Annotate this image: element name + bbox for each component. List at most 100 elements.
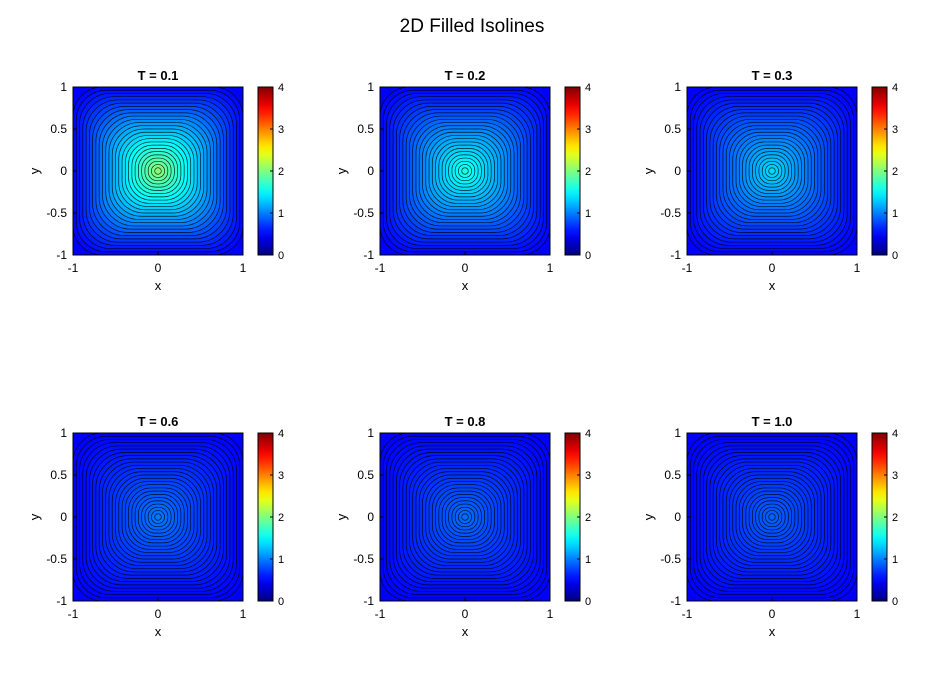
colorbar-tick-label: 0 — [892, 250, 898, 262]
heatmap-fill — [687, 433, 857, 601]
y-tick-label: -1 — [363, 594, 374, 608]
colorbar-tick-label: 4 — [585, 428, 591, 440]
y-tick-label: 1 — [367, 426, 374, 440]
x-tick-label: -1 — [682, 607, 693, 621]
y-axis-label: y — [27, 167, 42, 174]
subplot-title: T = 0.2 — [445, 68, 486, 83]
subplot-2: T = 0.2 -1 0 1 1 0.5 0 -0.5 -1 x y 4 3 2 1 0 — [334, 68, 591, 293]
subplot-title: T = 1.0 — [752, 414, 793, 429]
y-tick-label: 0 — [60, 164, 67, 178]
colorbar-tick-label: 2 — [892, 512, 898, 524]
colorbar-tick-label: 4 — [585, 82, 591, 94]
colorbar-tick-label: 2 — [892, 166, 898, 178]
contour-level — [461, 513, 469, 521]
y-tick-label: 0 — [60, 510, 67, 524]
y-tick-label: -1 — [670, 248, 681, 262]
x-tick-label: 1 — [854, 607, 861, 621]
colorbar-tick-label: 1 — [278, 554, 284, 566]
colorbar-tick-label: 0 — [585, 596, 591, 608]
y-tick-label: -1 — [363, 248, 374, 262]
y-tick-label: 0.5 — [357, 122, 374, 136]
x-axis-label: x — [462, 278, 469, 293]
subplot-3: T = 0.3 -1 0 1 1 0.5 0 -0.5 -1 x y 4 3 2 1 0 — [641, 68, 898, 293]
y-tick-label: 0.5 — [664, 122, 681, 136]
colorbar-tick-label: 3 — [585, 124, 591, 136]
y-tick-label: 1 — [674, 426, 681, 440]
x-axis-label: x — [769, 278, 776, 293]
colorbar-tick-label: 3 — [892, 124, 898, 136]
y-tick-label: -1 — [56, 248, 67, 262]
heatmap-fill — [73, 433, 243, 601]
y-tick-label: -0.5 — [46, 206, 67, 220]
y-tick-label: -0.5 — [353, 206, 374, 220]
x-tick-label: 1 — [547, 607, 554, 621]
colorbar-tick-label: 1 — [892, 554, 898, 566]
colorbar-tick-label: 4 — [278, 82, 284, 94]
x-tick-label: 0 — [769, 261, 776, 275]
x-axis-label: x — [155, 278, 162, 293]
y-tick-label: -0.5 — [660, 206, 681, 220]
y-tick-label: -1 — [670, 594, 681, 608]
subplot-1: T = 0.1 -1 0 1 1 0.5 0 -0.5 -1 x y 4 3 2 1 0 — [27, 68, 284, 293]
subplot-title: T = 0.8 — [445, 414, 486, 429]
colorbar-tick-label: 1 — [278, 208, 284, 220]
y-axis-label: y — [334, 513, 349, 520]
y-tick-label: 0.5 — [50, 468, 67, 482]
y-tick-label: 1 — [674, 80, 681, 94]
y-tick-label: 0 — [674, 164, 681, 178]
x-tick-label: 1 — [240, 607, 247, 621]
subplot-4: T = 0.6 -1 0 1 1 0.5 0 -0.5 -1 x y 4 3 2 1 0 — [27, 414, 284, 639]
y-tick-label: 0 — [367, 510, 374, 524]
x-tick-label: 0 — [769, 607, 776, 621]
x-tick-label: 0 — [155, 261, 162, 275]
x-tick-label: 1 — [854, 261, 861, 275]
x-tick-label: 1 — [240, 261, 247, 275]
y-axis-label: y — [641, 167, 656, 174]
y-tick-label: -1 — [56, 594, 67, 608]
y-tick-label: 0 — [674, 510, 681, 524]
y-axis-label: y — [641, 513, 656, 520]
contour-level — [768, 167, 776, 175]
x-tick-label: -1 — [682, 261, 693, 275]
heatmap-fill — [380, 87, 550, 255]
y-tick-label: -0.5 — [353, 552, 374, 566]
y-tick-label: 1 — [60, 80, 67, 94]
x-axis-label: x — [155, 624, 162, 639]
colorbar-tick-label: 3 — [892, 470, 898, 482]
y-axis-label: y — [27, 513, 42, 520]
y-tick-label: 0.5 — [357, 468, 374, 482]
colorbar-tick-label: 2 — [585, 512, 591, 524]
colorbar-tick-label: 2 — [585, 166, 591, 178]
y-axis-label: y — [334, 167, 349, 174]
subplot-title: T = 0.6 — [138, 414, 179, 429]
contour-level — [461, 167, 469, 175]
contour-level — [768, 513, 776, 521]
colorbar-tick-label: 1 — [585, 208, 591, 220]
subplot-5: T = 0.8 -1 0 1 1 0.5 0 -0.5 -1 x y 4 3 2 1 0 — [334, 414, 591, 639]
colorbar-tick-label: 0 — [278, 250, 284, 262]
x-tick-label: 0 — [462, 607, 469, 621]
colorbar-tick-label: 0 — [892, 596, 898, 608]
colorbar-tick-label: 0 — [278, 596, 284, 608]
colorbar-tick-label: 1 — [585, 554, 591, 566]
y-tick-label: -0.5 — [660, 552, 681, 566]
colorbar-tick-label: 4 — [892, 82, 898, 94]
x-axis-label: x — [462, 624, 469, 639]
colorbar-tick-label: 4 — [892, 428, 898, 440]
y-tick-label: 0 — [367, 164, 374, 178]
colorbar-tick-label: 3 — [585, 470, 591, 482]
y-tick-label: 1 — [367, 80, 374, 94]
x-tick-label: 1 — [547, 261, 554, 275]
x-tick-label: 0 — [155, 607, 162, 621]
x-tick-label: -1 — [375, 607, 386, 621]
x-tick-label: -1 — [68, 261, 79, 275]
heatmap-fill — [380, 433, 550, 601]
x-tick-label: -1 — [68, 607, 79, 621]
figure-title: 2D Filled Isolines — [399, 16, 545, 37]
subplot-title: T = 0.1 — [138, 68, 179, 83]
colorbar-tick-label: 1 — [892, 208, 898, 220]
colorbar-tick-label: 0 — [585, 250, 591, 262]
x-tick-label: -1 — [375, 261, 386, 275]
contour-level — [154, 167, 162, 175]
